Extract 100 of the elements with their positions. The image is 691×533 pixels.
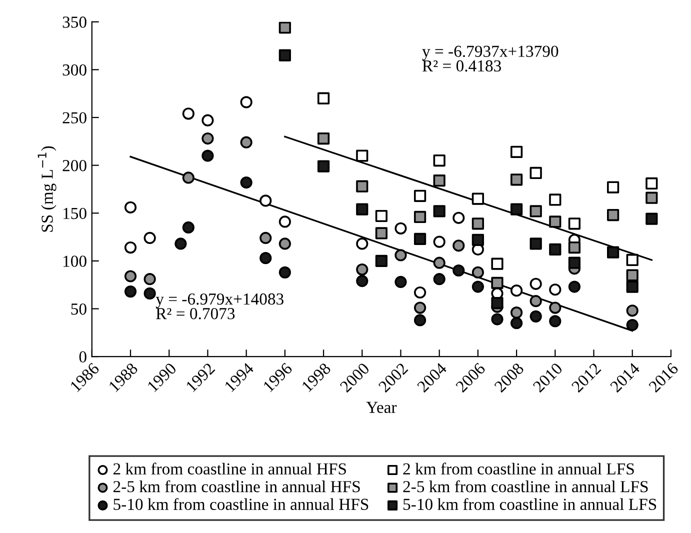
point — [510, 174, 523, 186]
point — [240, 96, 252, 108]
point — [472, 234, 484, 246]
point — [356, 238, 368, 250]
annotation: y = -6.7937x+13790 R² = 0.4183 — [422, 46, 558, 72]
point — [626, 254, 638, 266]
point — [124, 285, 137, 298]
legend-label: 2 km from coastline in annual HFS — [113, 462, 346, 475]
point — [646, 212, 658, 225]
y-tick-label: 0 — [79, 351, 86, 363]
annotation: y = -6.979x+14083 R² = 0.7073 — [156, 293, 284, 320]
point — [182, 172, 194, 184]
point — [568, 242, 581, 254]
point — [510, 284, 523, 297]
point — [317, 92, 330, 104]
legend-label: 5-10 km from coastline in annual HFS — [114, 498, 368, 510]
point — [394, 222, 407, 234]
point — [530, 238, 542, 250]
point — [144, 232, 156, 244]
point — [414, 314, 426, 326]
point — [278, 216, 291, 228]
point — [568, 218, 581, 230]
point — [452, 212, 465, 224]
legend-label: 5-10 km from coastline in annual LFS — [403, 498, 656, 510]
point — [144, 273, 156, 286]
point — [472, 280, 484, 293]
point — [549, 194, 562, 206]
point — [530, 166, 542, 180]
point — [317, 160, 330, 172]
point — [491, 258, 504, 270]
point — [568, 256, 581, 269]
point — [124, 201, 137, 214]
point — [549, 284, 562, 296]
point — [414, 232, 426, 245]
point — [260, 232, 272, 244]
point — [124, 242, 137, 254]
point — [433, 154, 446, 167]
legend-label: 2-5 km from coastline in annual HFS — [113, 480, 360, 492]
legend-label: 2 km from coastline in annual LFS — [403, 462, 634, 475]
y-tick-label: 300 — [62, 64, 86, 76]
point — [414, 286, 426, 299]
y-axis-title: SS (mg L$^{−1}$) — [38, 146, 56, 232]
y-tick-label: 100 — [64, 256, 86, 267]
point — [317, 132, 330, 145]
point — [510, 306, 523, 319]
point — [182, 221, 194, 234]
point — [375, 227, 388, 240]
point — [626, 318, 638, 332]
y-tick-label: 350 — [62, 16, 86, 28]
y-tick-label: 200 — [62, 160, 86, 172]
point — [278, 49, 291, 62]
point — [202, 150, 214, 162]
point — [240, 176, 252, 189]
point — [356, 203, 368, 216]
point — [646, 192, 658, 204]
point — [626, 304, 638, 317]
point — [433, 174, 446, 187]
point — [414, 190, 426, 202]
x-axis-title: Year — [366, 402, 397, 413]
point — [491, 276, 504, 289]
point — [491, 313, 504, 326]
point — [452, 264, 465, 277]
point — [452, 240, 465, 252]
point — [433, 205, 446, 218]
point — [472, 192, 484, 205]
point — [433, 236, 446, 248]
point — [124, 270, 137, 282]
point — [375, 254, 388, 267]
point — [510, 146, 523, 158]
point — [260, 252, 272, 264]
point — [530, 295, 542, 308]
point — [607, 246, 620, 258]
y-tick-label: 150 — [64, 208, 86, 220]
point — [607, 208, 620, 222]
point — [356, 263, 368, 276]
point — [549, 216, 562, 228]
point — [278, 238, 291, 250]
point — [202, 114, 214, 126]
point — [414, 210, 426, 224]
point — [472, 266, 484, 278]
point — [530, 278, 542, 290]
legend-label: 2-5 km from coastline in annual LFS — [403, 480, 648, 492]
point — [491, 296, 504, 310]
point — [278, 266, 291, 278]
point — [626, 280, 638, 293]
point — [549, 302, 562, 314]
point — [549, 243, 562, 256]
point — [626, 269, 638, 282]
point — [472, 218, 484, 230]
point — [530, 310, 542, 322]
point — [202, 132, 214, 145]
point — [356, 274, 368, 288]
point — [607, 181, 620, 194]
point — [510, 203, 523, 216]
point — [394, 276, 407, 288]
point — [144, 287, 156, 300]
point — [394, 249, 407, 262]
y-tick-label: 50 — [71, 303, 86, 315]
point — [646, 177, 658, 190]
point — [278, 22, 291, 34]
